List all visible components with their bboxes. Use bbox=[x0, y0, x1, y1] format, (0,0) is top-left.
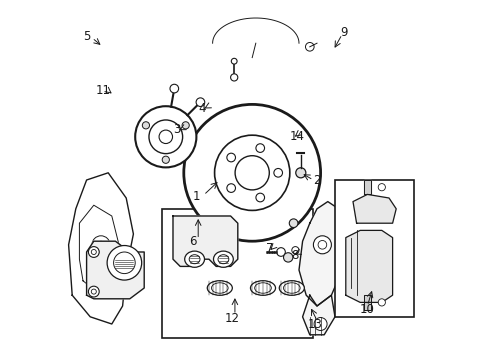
Ellipse shape bbox=[214, 251, 233, 267]
Circle shape bbox=[92, 249, 99, 255]
Circle shape bbox=[314, 318, 327, 330]
Circle shape bbox=[184, 104, 320, 241]
Text: 1: 1 bbox=[193, 190, 200, 203]
Circle shape bbox=[159, 130, 172, 144]
Text: 11: 11 bbox=[95, 84, 110, 96]
Circle shape bbox=[314, 236, 331, 254]
Circle shape bbox=[284, 253, 293, 262]
Ellipse shape bbox=[255, 283, 271, 293]
Circle shape bbox=[227, 153, 236, 162]
Circle shape bbox=[196, 98, 205, 107]
Text: 14: 14 bbox=[290, 130, 305, 143]
Circle shape bbox=[305, 42, 314, 51]
Polygon shape bbox=[87, 241, 144, 299]
Circle shape bbox=[215, 135, 290, 210]
Circle shape bbox=[91, 289, 97, 294]
Polygon shape bbox=[353, 194, 396, 223]
Text: 9: 9 bbox=[340, 26, 348, 39]
Circle shape bbox=[277, 248, 285, 256]
Ellipse shape bbox=[212, 283, 228, 293]
Ellipse shape bbox=[185, 251, 204, 267]
Polygon shape bbox=[173, 216, 238, 266]
Circle shape bbox=[231, 58, 237, 64]
Circle shape bbox=[135, 106, 196, 167]
Text: 12: 12 bbox=[225, 312, 240, 325]
Circle shape bbox=[182, 122, 189, 129]
Circle shape bbox=[256, 144, 265, 152]
Polygon shape bbox=[364, 295, 371, 310]
Circle shape bbox=[98, 241, 104, 248]
Polygon shape bbox=[303, 295, 335, 335]
Polygon shape bbox=[346, 230, 392, 302]
Ellipse shape bbox=[283, 283, 300, 293]
Text: 5: 5 bbox=[83, 30, 90, 42]
Polygon shape bbox=[69, 173, 133, 324]
Circle shape bbox=[378, 299, 386, 306]
Circle shape bbox=[227, 184, 236, 192]
Circle shape bbox=[274, 168, 283, 177]
Circle shape bbox=[92, 236, 110, 254]
Circle shape bbox=[296, 168, 306, 178]
Circle shape bbox=[91, 249, 97, 255]
Circle shape bbox=[378, 184, 386, 191]
Circle shape bbox=[289, 219, 298, 228]
Circle shape bbox=[231, 74, 238, 81]
Polygon shape bbox=[299, 202, 346, 306]
Ellipse shape bbox=[250, 281, 275, 295]
Circle shape bbox=[149, 120, 183, 154]
Ellipse shape bbox=[279, 281, 304, 295]
Circle shape bbox=[107, 246, 142, 280]
Bar bbox=[162, 209, 314, 338]
Circle shape bbox=[114, 252, 135, 274]
Circle shape bbox=[88, 247, 99, 257]
Text: 10: 10 bbox=[360, 303, 375, 316]
Text: 2: 2 bbox=[313, 174, 321, 186]
Text: 7: 7 bbox=[267, 242, 274, 255]
Circle shape bbox=[292, 247, 299, 254]
Circle shape bbox=[235, 156, 270, 190]
Text: 4: 4 bbox=[198, 102, 205, 114]
Text: 6: 6 bbox=[189, 235, 196, 248]
Circle shape bbox=[88, 286, 99, 297]
Circle shape bbox=[162, 156, 170, 163]
Text: 13: 13 bbox=[308, 318, 322, 330]
Circle shape bbox=[170, 84, 179, 93]
Ellipse shape bbox=[207, 281, 232, 295]
Text: 3: 3 bbox=[173, 123, 180, 136]
Polygon shape bbox=[364, 180, 371, 194]
Ellipse shape bbox=[189, 255, 200, 264]
Circle shape bbox=[142, 122, 149, 129]
Text: 8: 8 bbox=[292, 249, 299, 262]
Circle shape bbox=[318, 240, 327, 249]
Circle shape bbox=[256, 193, 265, 202]
Bar bbox=[335, 180, 414, 317]
Ellipse shape bbox=[218, 255, 229, 264]
